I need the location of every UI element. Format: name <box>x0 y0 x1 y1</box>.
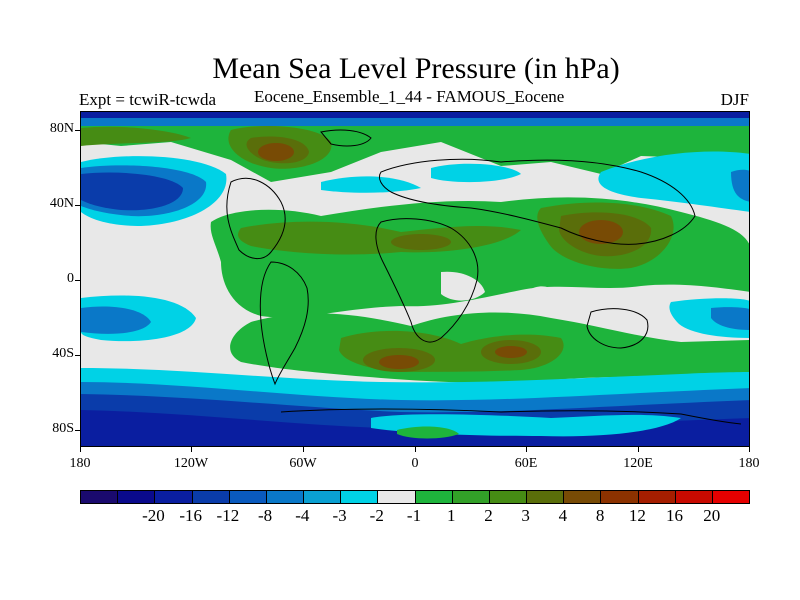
colorbar-cell <box>229 491 267 503</box>
colorbar-cell <box>564 491 602 503</box>
colorbar-label: 12 <box>628 506 646 525</box>
x-label-0: 0 <box>411 456 419 471</box>
colorbar-label: 2 <box>484 506 493 525</box>
colorbar-cell <box>712 491 750 503</box>
north-america-coast <box>226 177 286 259</box>
colorbar-label: -3 <box>332 506 347 525</box>
nw-blue-low <box>81 172 183 211</box>
y-label-0: 0 <box>67 271 74 286</box>
colorbar-label: 4 <box>558 506 568 525</box>
y-tick-80s <box>75 430 80 431</box>
y-label-80n: 80N <box>49 121 74 136</box>
asia-brown-core <box>579 220 623 244</box>
y-tick-40n <box>75 205 80 206</box>
colorbar-label: 20 <box>703 506 721 525</box>
colorbar-cell <box>81 491 119 503</box>
x-tick-60e <box>526 447 527 452</box>
colorbar-cell <box>118 491 156 503</box>
y-tick-80n <box>75 130 80 131</box>
colorbar-cell <box>675 491 713 503</box>
colorbar-cell <box>341 491 379 503</box>
south-atlantic-brown <box>379 355 419 369</box>
colorbar-cell <box>304 491 342 503</box>
africa-olive-core <box>391 234 451 250</box>
north-polar-edge <box>81 118 749 126</box>
australia-coast <box>586 308 649 349</box>
africa-coast <box>375 218 479 343</box>
colorbar-label: -4 <box>295 506 310 525</box>
pressure-field-map <box>81 112 749 446</box>
colorbar-cell <box>266 491 305 503</box>
tropical-neutral-gap <box>441 271 485 301</box>
antarctica-coast <box>280 408 742 425</box>
colorbar-cell <box>489 491 528 503</box>
sw-blue-low <box>81 306 151 334</box>
experiment-label: Expt = tcwiR-tcwda <box>79 90 217 109</box>
colorbar-label: -2 <box>369 506 384 525</box>
colorbar-label: -20 <box>142 506 165 525</box>
x-tick-120e <box>638 447 639 452</box>
y-label-40n: 40N <box>49 196 74 211</box>
colorbar <box>80 490 750 504</box>
north-brown-core <box>258 143 294 161</box>
antarctic-green-patch <box>397 426 459 439</box>
colorbar-cell <box>452 491 490 503</box>
south-america-coast <box>259 261 309 386</box>
colorbar-cell <box>192 491 230 503</box>
south-indian-brown <box>495 346 527 358</box>
southern-deep-blue-band <box>81 410 749 446</box>
x-tick-0 <box>415 447 416 452</box>
colorbar-cell <box>155 491 193 503</box>
y-label-40s: 40S <box>52 346 74 361</box>
colorbar-cell <box>527 491 565 503</box>
x-tick-120w <box>191 447 192 452</box>
x-tick-180e <box>749 447 750 452</box>
colorbar-label: -1 <box>406 506 422 525</box>
season-label: DJF <box>720 90 749 109</box>
south-polar-band <box>81 440 749 446</box>
colorbar-label: -16 <box>179 506 202 525</box>
x-label-180e: 180 <box>738 456 760 471</box>
x-tick-180w <box>80 447 81 452</box>
x-tick-60w <box>303 447 304 452</box>
x-label-180w: 180 <box>69 456 91 471</box>
tropical-olive-west <box>238 221 521 255</box>
ne-cyan-patch <box>598 151 749 212</box>
colorbar-label: 3 <box>521 506 530 525</box>
colorbar-label: -12 <box>216 506 240 525</box>
x-label-120w: 120W <box>173 456 209 471</box>
colorbar-label: 1 <box>446 506 456 525</box>
eurasia-coast <box>378 158 696 245</box>
north-west-olive <box>81 126 191 146</box>
ensemble-label: Eocene_Ensemble_1_44 - FAMOUS_Eocene <box>254 87 565 106</box>
north-atlantic-cyan <box>321 176 421 193</box>
colorbar-cell <box>601 491 639 503</box>
colorbar-cell <box>415 491 453 503</box>
coastlines <box>226 129 742 425</box>
ne-blue-patch <box>731 169 749 202</box>
y-label-80s: 80S <box>52 421 74 436</box>
x-label-60w: 60W <box>289 456 317 471</box>
y-tick-40s <box>75 355 80 356</box>
colorbar-cell <box>378 491 416 503</box>
colorbar-cell <box>638 491 676 503</box>
y-tick-0 <box>75 280 80 281</box>
x-label-60e: 60E <box>514 456 538 471</box>
colorbar-label: 16 <box>666 506 684 525</box>
greenland-coast <box>320 129 372 147</box>
se-blue-low <box>711 307 749 330</box>
indian-neutral-gap <box>529 286 559 309</box>
map-plot <box>80 111 750 447</box>
colorbar-label: -8 <box>258 506 273 525</box>
plot-title: Mean Sea Level Pressure (in hPa) <box>212 52 620 85</box>
colorbar-label: 8 <box>595 506 605 525</box>
central-north-cyan <box>431 163 521 183</box>
x-label-120e: 120E <box>623 456 653 471</box>
north-polar-band <box>81 112 749 122</box>
